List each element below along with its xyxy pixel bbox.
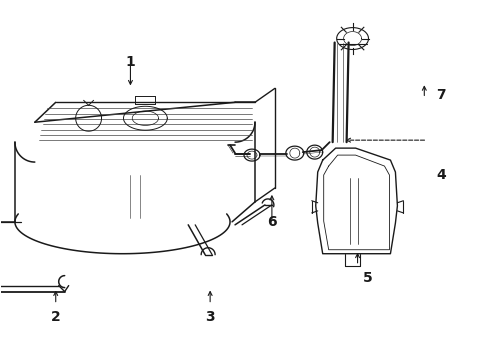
Text: 4: 4 [437, 168, 446, 182]
Text: 6: 6 [267, 215, 277, 229]
Text: 1: 1 [125, 55, 135, 69]
Text: 5: 5 [363, 271, 372, 285]
Text: 3: 3 [205, 310, 215, 324]
Text: 7: 7 [437, 88, 446, 102]
Text: 2: 2 [51, 310, 61, 324]
